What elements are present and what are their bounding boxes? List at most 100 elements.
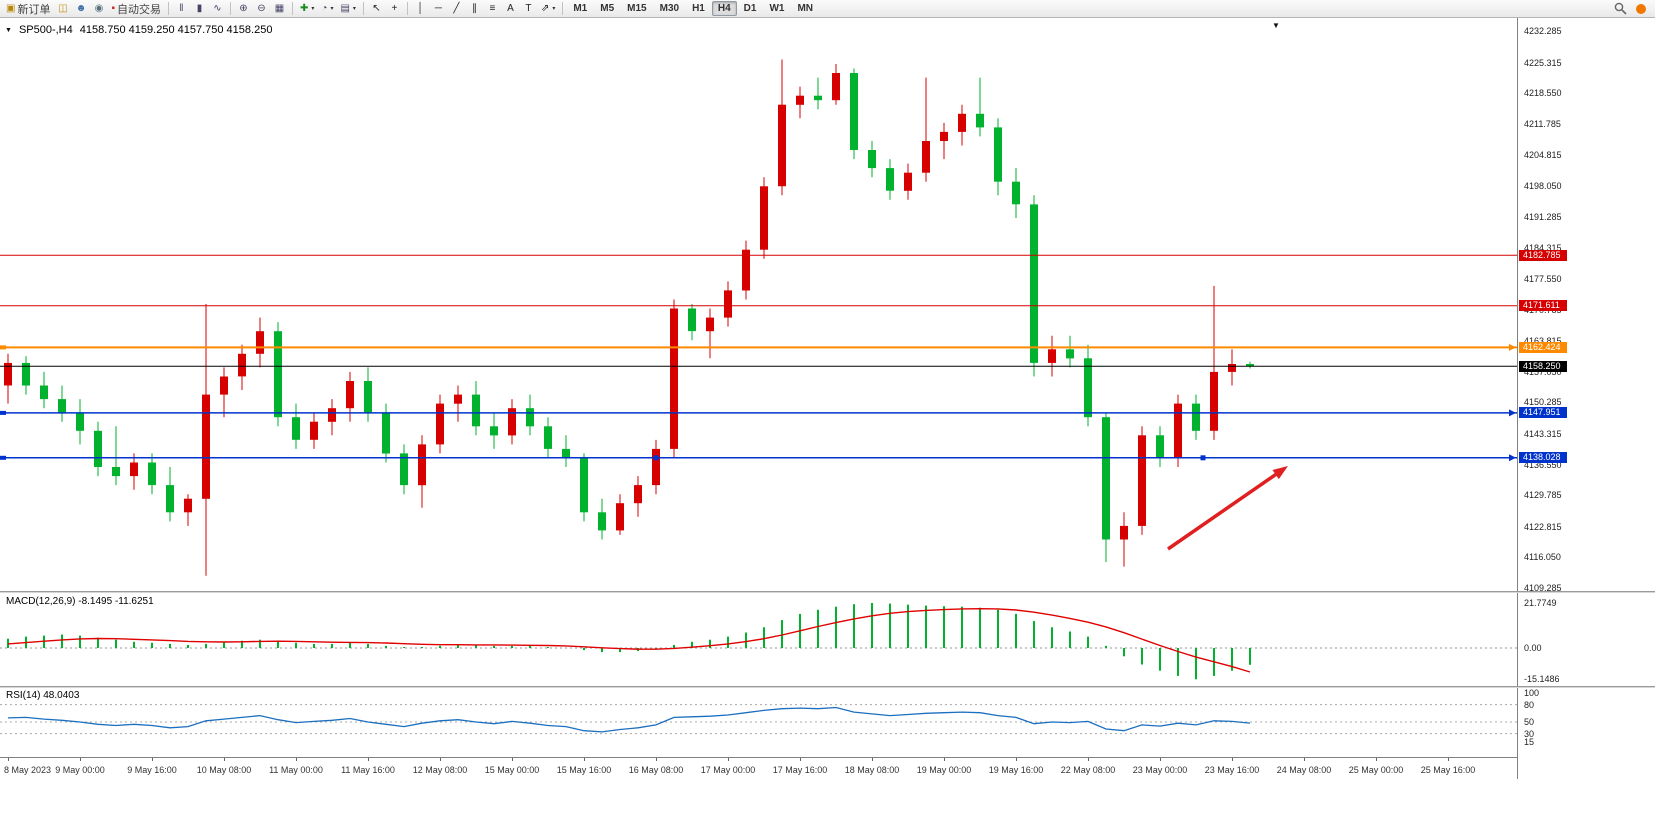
new-chart-button[interactable]: ◫ bbox=[54, 1, 71, 17]
arrow-annotation bbox=[1167, 466, 1288, 551]
bar-chart-icon: ‖ bbox=[179, 2, 184, 14]
new-order-button[interactable]: ▣ 新订单 bbox=[3, 1, 53, 17]
label-button[interactable]: T bbox=[520, 1, 537, 17]
time-tick bbox=[656, 758, 657, 761]
cursor-button[interactable]: ↖ bbox=[368, 1, 385, 17]
market-watch-button[interactable]: ◉ bbox=[90, 1, 107, 17]
label-icon: T bbox=[525, 2, 532, 14]
indicators-button[interactable]: ✚ ▾ bbox=[297, 1, 317, 17]
rsi-panel-canvas[interactable] bbox=[0, 688, 1517, 756]
toolbar-buttons: ▣ 新订单 ◫ ☻ ◉ ▪ 自动交易 ‖ ▮ ∿ ⊕ ⊖ ▦ ✚ ▾ ◔ ▾ ▤ ▾ ↖ + │ ─ ╱ ∥ ≡ A T ⇗ ▾ M1 M5 M… bbox=[3, 1, 1613, 17]
toolbar-separator bbox=[292, 2, 293, 15]
timeframe-m15-button[interactable]: M15 bbox=[627, 3, 647, 14]
trendline-icon: ╱ bbox=[453, 2, 460, 14]
cursor-icon: ↖ bbox=[372, 2, 381, 14]
hline-price-tag: 4138.028 bbox=[1519, 452, 1567, 464]
fibonacci-icon: ≡ bbox=[489, 2, 496, 14]
time-tick bbox=[1304, 758, 1305, 761]
price-axis-label: 4184.315 bbox=[1524, 243, 1562, 254]
channel-icon: ∥ bbox=[471, 2, 477, 14]
new-order-button-label: 新订单 bbox=[17, 3, 51, 16]
timeframe-h4-button[interactable]: H4 bbox=[711, 1, 737, 16]
time-label: 15 May 16:00 bbox=[556, 765, 612, 775]
macd-scale-label: 21.7749 bbox=[1524, 597, 1557, 608]
crosshair-button[interactable]: + bbox=[386, 1, 403, 17]
rsi-line bbox=[7, 706, 1251, 733]
zoom-in-icon: ⊕ bbox=[239, 2, 248, 14]
template-icon: ▤ bbox=[340, 2, 350, 14]
periods-button[interactable]: ◔ ▾ bbox=[318, 1, 336, 17]
timeframe-m30-button[interactable]: M30 bbox=[659, 3, 680, 14]
templates-button[interactable]: ▤ ▾ bbox=[337, 1, 358, 17]
price-axis-label: 4232.285 bbox=[1524, 26, 1562, 36]
macd-signal-line bbox=[7, 607, 1251, 673]
profile-icon: ☻ bbox=[75, 2, 87, 14]
time-label: 23 May 00:00 bbox=[1132, 765, 1188, 775]
zoom-out-button[interactable]: ⊖ bbox=[253, 1, 270, 17]
hline-price-tag: 4182.785 bbox=[1519, 249, 1567, 261]
time-label: 11 May 16:00 bbox=[341, 765, 395, 775]
price-axis-label: 4136.550 bbox=[1524, 459, 1562, 470]
notification-dot-icon[interactable] bbox=[1636, 3, 1646, 14]
panel-separator[interactable] bbox=[0, 591, 1655, 593]
macd-panel-canvas[interactable] bbox=[0, 593, 1517, 686]
timeframe-h1-button[interactable]: H1 bbox=[692, 3, 705, 14]
trendline-button[interactable]: ╱ bbox=[448, 1, 465, 17]
line-chart-button[interactable]: ∿ bbox=[209, 1, 226, 17]
timeframe-m5-button[interactable]: M5 bbox=[600, 3, 615, 14]
toolbar: ▣ 新订单 ◫ ☻ ◉ ▪ 自动交易 ‖ ▮ ∿ ⊕ ⊖ ▦ ✚ ▾ ◔ ▾ ▤ ▾ ↖ + │ ─ ╱ ∥ ≡ A T ⇗ ▾ M1 M5 M… bbox=[0, 0, 1655, 18]
channel-button[interactable]: ∥ bbox=[466, 1, 483, 17]
price-axis-label: 4198.050 bbox=[1524, 181, 1562, 192]
fibonacci-button[interactable]: ≡ bbox=[484, 1, 501, 17]
timeframe-w1-button[interactable]: W1 bbox=[769, 3, 785, 14]
toolbar-separator bbox=[562, 2, 564, 15]
time-label: 22 May 08:00 bbox=[1060, 765, 1116, 775]
text-button[interactable]: A bbox=[502, 1, 519, 17]
time-label: 17 May 16:00 bbox=[772, 765, 828, 775]
vertical-line-button[interactable]: │ bbox=[412, 1, 429, 17]
new-order-icon: ▣ bbox=[6, 2, 16, 14]
price-axis[interactable]: 4232.285 4225.315 4218.550 4211.785 4204.815… bbox=[1517, 18, 1655, 779]
chart-menu-arrow-icon[interactable]: ▼ bbox=[1272, 21, 1280, 30]
zoom-in-button[interactable]: ⊕ bbox=[235, 1, 252, 17]
panel-separator[interactable] bbox=[0, 686, 1655, 688]
price-axis-label: 4211.785 bbox=[1524, 118, 1561, 129]
arrows-button[interactable]: ⇗ ▾ bbox=[538, 1, 558, 17]
bar-chart-button[interactable]: ‖ bbox=[173, 1, 190, 17]
time-tick bbox=[224, 758, 225, 761]
price-axis-label: 4163.815 bbox=[1524, 336, 1562, 346]
timeframe-mn-button[interactable]: MN bbox=[797, 3, 814, 14]
time-label: 10 May 08:00 bbox=[196, 765, 252, 775]
time-label: 23 May 16:00 bbox=[1204, 765, 1260, 775]
symbol-period-label: SP500-,H4 bbox=[18, 24, 73, 36]
timeframe-m1-button[interactable]: M1 bbox=[573, 3, 588, 14]
indicators-plus-icon: ✚ bbox=[300, 2, 309, 14]
time-tick bbox=[800, 758, 801, 761]
price-axis-label: 4122.815 bbox=[1524, 521, 1562, 532]
horizontal-line-button[interactable]: ─ bbox=[430, 1, 447, 17]
hline-price-tag: 4171.611 bbox=[1519, 300, 1567, 312]
autotrade-button[interactable]: ▪ 自动交易 bbox=[108, 1, 164, 17]
tile-windows-icon: ▦ bbox=[274, 2, 285, 14]
tile-windows-button[interactable]: ▦ bbox=[271, 1, 288, 17]
collapse-triangle-icon[interactable]: ▼ bbox=[5, 26, 12, 34]
search-icon[interactable] bbox=[1614, 2, 1627, 15]
time-tick bbox=[1376, 758, 1377, 761]
autotrade-icon: ▪ bbox=[111, 2, 115, 14]
rsi-scale-label: 80 bbox=[1524, 699, 1535, 710]
time-tick bbox=[944, 758, 945, 761]
rsi-label: RSI(14) 48.0403 bbox=[6, 690, 80, 701]
profiles-button[interactable]: ☻ bbox=[72, 1, 89, 17]
time-tick bbox=[1088, 758, 1089, 761]
timeframe-d1-button[interactable]: D1 bbox=[743, 3, 757, 14]
time-axis[interactable]: 8 May 2023 9 May 00:00 9 May 16:00 10 May 0… bbox=[0, 757, 1517, 779]
price-axis-label: 4225.315 bbox=[1524, 57, 1562, 68]
candlestick-button[interactable]: ▮ bbox=[191, 1, 208, 17]
time-label: 17 May 00:00 bbox=[700, 765, 756, 775]
time-tick bbox=[1016, 758, 1017, 761]
main-chart-canvas[interactable] bbox=[0, 18, 1517, 591]
time-label: 18 May 08:00 bbox=[844, 765, 900, 775]
rsi-scale-label: 30 bbox=[1524, 728, 1535, 739]
price-axis-label: 4109.285 bbox=[1524, 583, 1562, 593]
